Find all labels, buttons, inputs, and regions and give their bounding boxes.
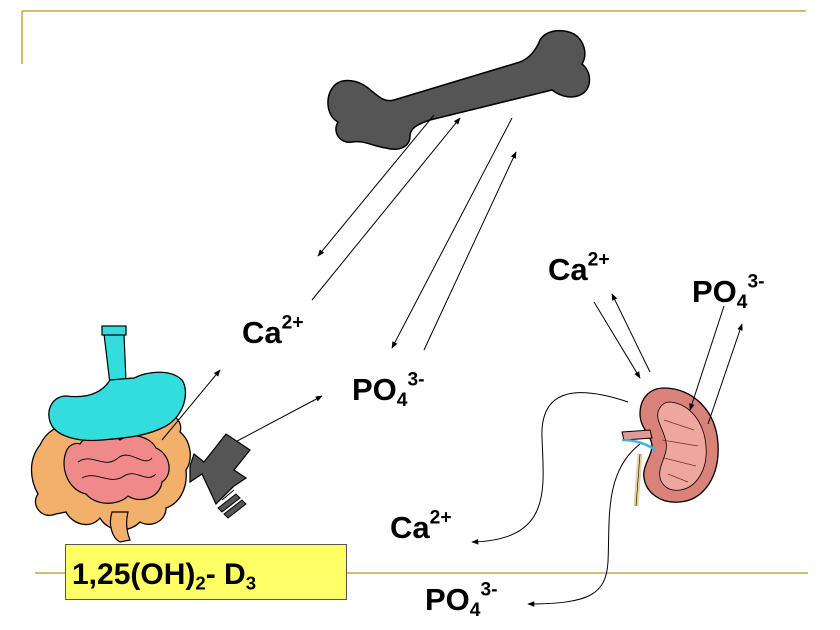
digestive-tract-icon [30,325,191,543]
arrow-po4-excretion [527,443,641,607]
hormone-label: 1,25(OH)2- D3 [72,558,257,594]
up-arrow-icon [189,433,251,519]
slide-rule-top [21,10,806,64]
hormone-box [65,544,347,600]
ca-label-kidney: Ca2+ [548,249,610,287]
arrow-po4-to-bone [423,151,517,351]
bone-icon [327,29,591,150]
arrow-kidney-to-po4 [707,323,743,425]
arrow-ca-to-bone [311,117,461,301]
po4-label-kidney: PO43- [692,271,765,313]
arrow-bone-to-po4 [391,117,513,349]
po4-label-excreted: PO43- [425,579,498,621]
arrow-ca-to-kidney [593,301,641,379]
arrow-gut-to-ca [161,369,221,441]
kidney-icon [621,387,719,507]
arrow-bone-to-ca [317,114,435,257]
arrow-kidney-to-ca [611,293,651,373]
ca-label-gut: Ca2+ [242,312,304,350]
arrow-po4-to-kidney [689,305,725,411]
po4-label-gut: PO43- [352,369,425,411]
arrow-ca-excretion [471,392,629,545]
arrow-gut-to-po4 [223,395,323,449]
ca-label-excreted: Ca2+ [390,507,452,545]
